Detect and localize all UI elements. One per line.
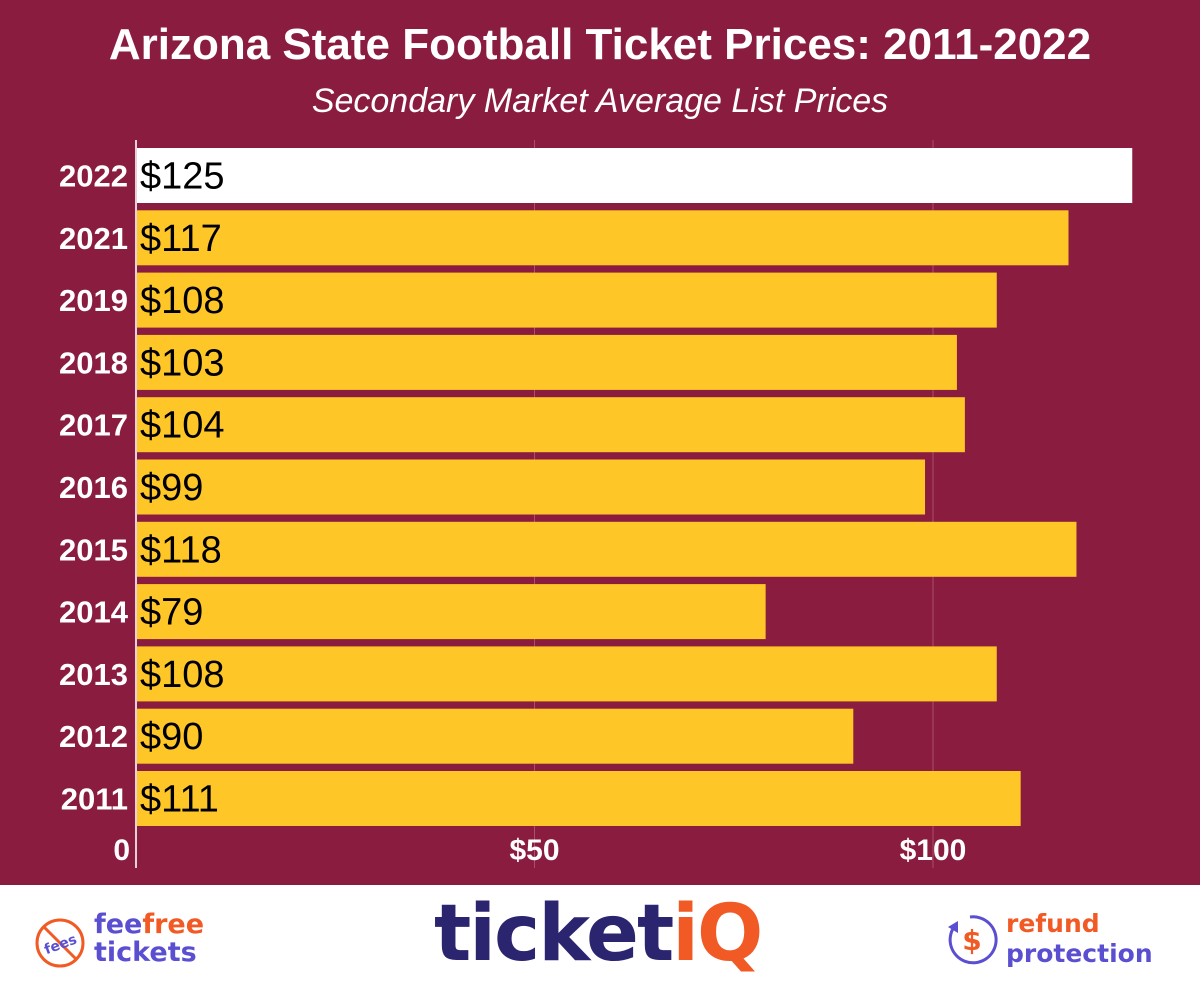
data-label: $111	[140, 779, 219, 821]
y-tick-label: 2011	[61, 782, 128, 817]
ticket-text: ticket	[434, 889, 674, 979]
ticketiq-logo: ticketiQ	[434, 889, 763, 979]
refund-icon: $	[948, 915, 998, 965]
bar-2019	[136, 272, 997, 328]
iq-text: iQ	[672, 889, 763, 979]
bar-2021	[136, 210, 1069, 266]
data-label: $79	[140, 592, 203, 634]
y-tick-label: 2018	[59, 345, 128, 380]
free-text: free	[142, 909, 205, 940]
y-tick-label: 2019	[59, 283, 128, 318]
svg-text:fees: fees	[42, 932, 79, 958]
data-label: $99	[140, 467, 203, 509]
x-tick-label: 0	[113, 834, 130, 867]
svg-text:$: $	[962, 924, 981, 957]
data-label: $108	[140, 280, 225, 322]
x-tick-label: $50	[509, 834, 559, 867]
bar-2022	[136, 148, 1133, 203]
data-label: $104	[140, 405, 225, 447]
data-label: $103	[140, 342, 225, 384]
bar-2011	[136, 771, 1021, 826]
y-tick-label: 2015	[59, 532, 128, 567]
y-tick-label: 2017	[59, 408, 128, 443]
bar-2012	[136, 708, 854, 764]
bar-2013	[136, 646, 997, 702]
chart-area: Arizona State Football Ticket Prices: 20…	[0, 0, 1200, 885]
data-label: $117	[140, 218, 222, 260]
data-label: $108	[140, 654, 225, 696]
data-label: $125	[140, 156, 225, 198]
y-tick-label: 2016	[59, 470, 128, 505]
chart-subtitle: Secondary Market Average List Prices	[311, 82, 889, 120]
y-tick-label: 2012	[59, 719, 128, 754]
bar-2014	[136, 584, 766, 640]
footer: fees feefree tickets ticketiQ $ refund p…	[0, 885, 1200, 996]
y-tick-label: 2021	[59, 221, 128, 256]
protection-text: protection	[1006, 939, 1153, 968]
bar-chart: 0 $50 $100 $125 2022 $117 2021 $108 2019 $103 2018…	[59, 140, 1133, 868]
bar-2016	[136, 459, 926, 515]
data-label: $118	[140, 529, 222, 571]
bar-2017	[136, 397, 965, 453]
no-fees-icon: fees	[35, 918, 85, 968]
bar-2015	[136, 521, 1077, 577]
bar-2018	[136, 334, 957, 390]
data-label: $90	[140, 716, 203, 758]
chart-title: Arizona State Football Ticket Prices: 20…	[108, 20, 1092, 69]
tickets-text: tickets	[94, 937, 197, 968]
refund-text: refund	[1006, 909, 1100, 938]
fee-text: fee	[94, 909, 143, 940]
y-tick-label: 2013	[59, 657, 128, 692]
y-tick-label: 2014	[59, 595, 129, 630]
y-tick-label: 2022	[59, 159, 128, 194]
x-tick-label: $100	[900, 834, 967, 867]
